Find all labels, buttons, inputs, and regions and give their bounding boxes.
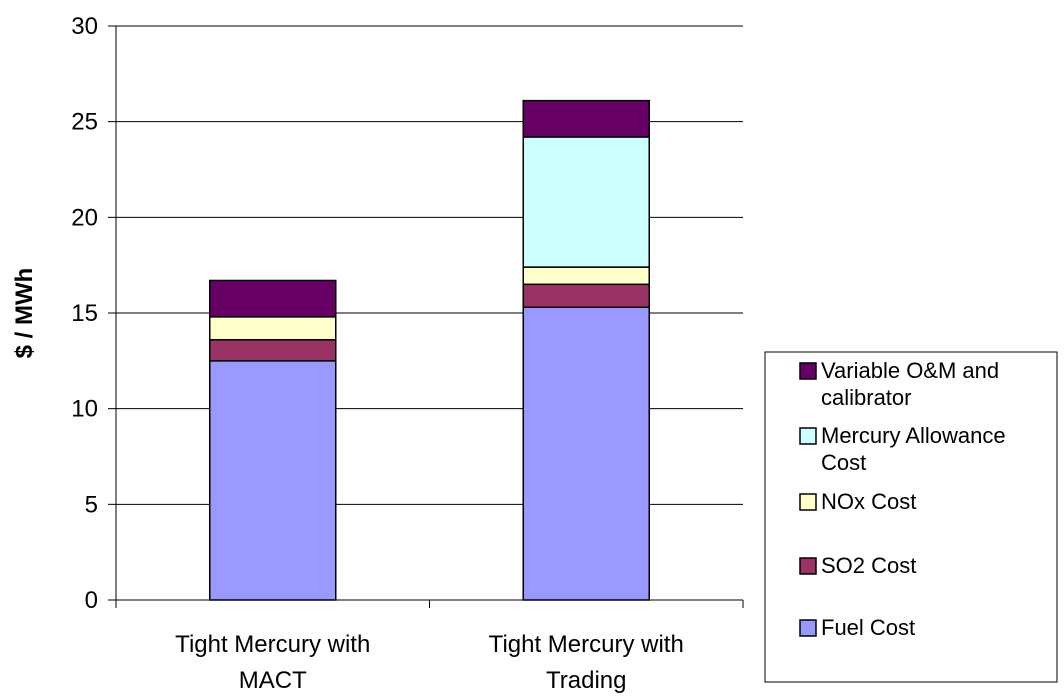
bar-segment-nox-cost [209, 316, 337, 341]
legend-label: calibrator [821, 385, 911, 410]
category-label: MACT [239, 667, 307, 694]
legend-label: Fuel Cost [821, 615, 915, 640]
y-tick-labels: 0 5 10 15 20 25 30 [71, 13, 98, 614]
legend-swatch [799, 362, 817, 380]
bar-segment-variable-o-m-and-calibrator [209, 279, 337, 318]
y-tick-label: 25 [71, 109, 98, 136]
legend-label: Cost [821, 450, 866, 475]
bar-segment-so2-cost [209, 339, 337, 362]
category-label: Tight Mercury with [489, 631, 684, 658]
y-tick-label: 5 [85, 491, 98, 518]
y-tick-label: 0 [85, 587, 98, 614]
legend-swatch [799, 493, 817, 511]
axes [108, 25, 744, 608]
y-tick-label: 10 [71, 396, 98, 423]
legend-swatch [799, 427, 817, 445]
y-tick-label: 20 [71, 204, 98, 231]
bar-segment-mercury-allowance-cost [522, 136, 650, 268]
legend-label: SO2 Cost [821, 553, 916, 578]
legend-label: Mercury Allowance [821, 423, 1006, 448]
y-tick-label: 15 [71, 300, 98, 327]
bar-segment-fuel-cost [522, 306, 650, 601]
bar-segment-nox-cost [522, 266, 650, 286]
bar-segment-fuel-cost [209, 360, 337, 601]
category-label: Tight Mercury with [175, 631, 370, 658]
legend-label: NOx Cost [821, 489, 916, 514]
y-axis-label: $ / MWh [11, 268, 38, 359]
bar-segment-so2-cost [522, 283, 650, 309]
legend-label: Variable O&M and [821, 358, 999, 383]
legend-swatch [799, 557, 817, 575]
legend-swatch [799, 619, 817, 637]
bars [209, 99, 650, 601]
bar-segment-variable-o-m-and-calibrator [522, 99, 650, 138]
category-label: Trading [546, 667, 626, 694]
y-tick-label: 30 [71, 13, 98, 40]
category-labels: Tight Mercury with MACT Tight Mercury with… [175, 631, 684, 694]
